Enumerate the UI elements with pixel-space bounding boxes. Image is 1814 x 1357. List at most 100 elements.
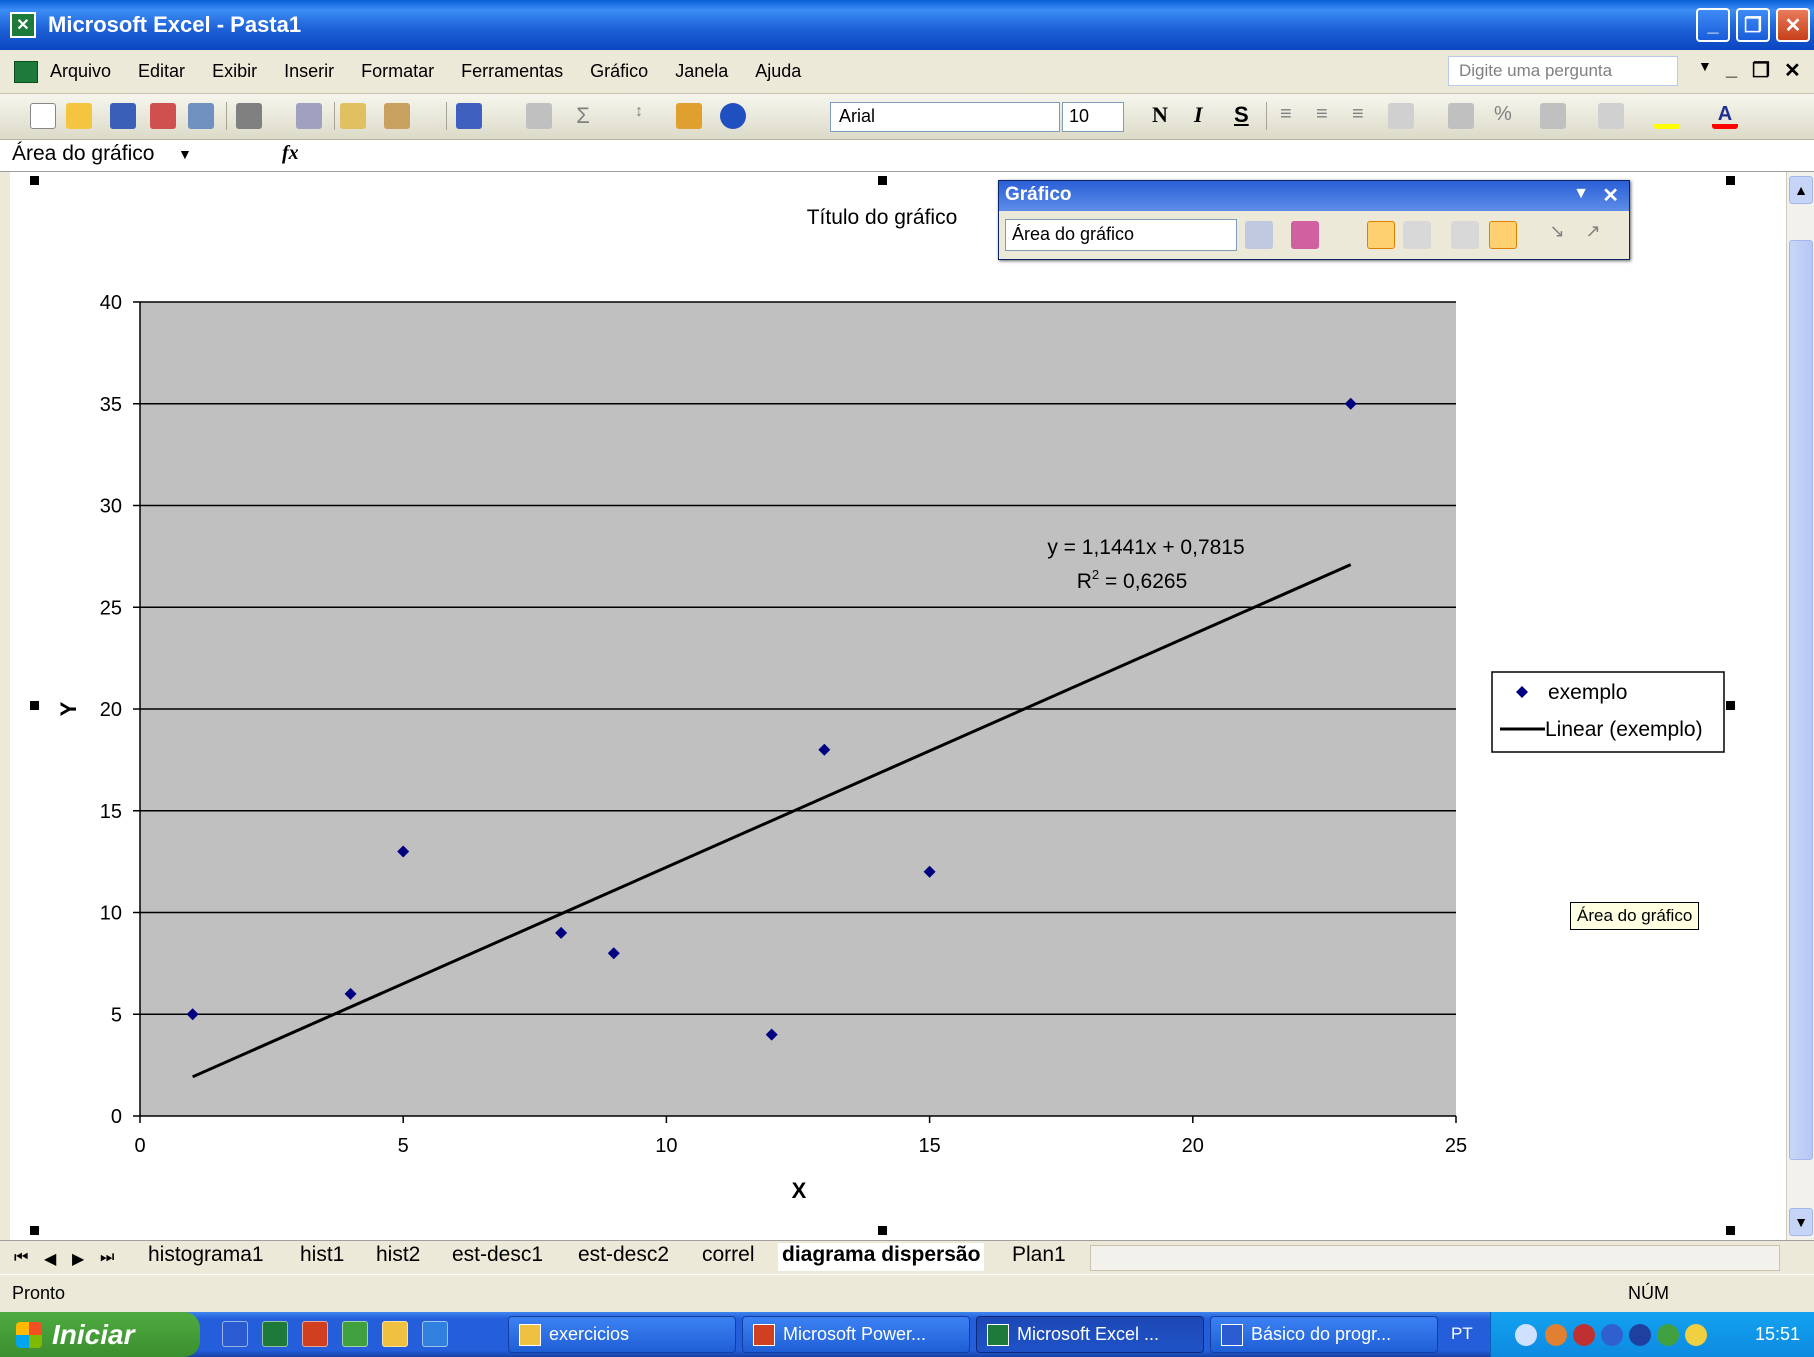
align-left-icon[interactable]: ≡ — [1280, 103, 1292, 125]
chart-toolbar-close-icon[interactable]: ✕ — [1602, 185, 1619, 207]
borders-icon[interactable] — [1598, 103, 1624, 129]
excel-quicklaunch-icon[interactable] — [262, 1321, 288, 1347]
menu-ferramentas[interactable]: Ferramentas — [461, 61, 564, 81]
tray-expand-icon[interactable] — [1515, 1324, 1537, 1346]
next-sheet-icon[interactable]: ▶ — [72, 1251, 85, 1268]
sheet-tab-diagrama-dispersao[interactable]: diagrama dispersão — [778, 1243, 985, 1271]
fx-icon[interactable]: fx — [282, 142, 299, 164]
sheet-tab-plan1[interactable]: Plan1 — [1012, 1243, 1066, 1266]
close-button[interactable]: ✕ — [1776, 8, 1810, 42]
permission-icon[interactable] — [150, 103, 176, 129]
bold-button[interactable]: N — [1152, 102, 1168, 127]
chart-type-icon[interactable] — [1291, 221, 1319, 249]
messenger-tray-icon[interactable] — [1657, 1324, 1679, 1346]
by-column-icon[interactable] — [1489, 221, 1517, 249]
italic-button[interactable]: I — [1194, 102, 1203, 127]
angle-clockwise-icon[interactable]: ↘ — [1549, 221, 1565, 241]
undo-icon[interactable] — [456, 103, 482, 129]
mdi-minimize-button[interactable]: _ — [1726, 58, 1738, 80]
selection-handle[interactable] — [30, 1226, 39, 1235]
merge-icon[interactable] — [1388, 103, 1414, 129]
paste-icon[interactable] — [384, 103, 410, 129]
scroll-up-icon[interactable]: ▲ — [1789, 176, 1813, 204]
percent-icon[interactable]: % — [1494, 103, 1512, 125]
selection-handle[interactable] — [878, 1226, 887, 1235]
font-color-icon[interactable]: A — [1712, 103, 1738, 129]
chart-wizard-icon[interactable] — [676, 103, 702, 129]
chart-toolbar[interactable]: Gráfico ▼ ✕ Área do gráfico ↘ ↗ — [998, 180, 1630, 260]
sheet-tab-est-desc1[interactable]: est-desc1 — [452, 1243, 544, 1266]
new-icon[interactable] — [30, 103, 56, 129]
menu-formatar[interactable]: Formatar — [361, 61, 435, 81]
sort-icon[interactable]: ↕ — [635, 103, 643, 120]
sheet-tab-hist2[interactable]: hist2 — [376, 1243, 421, 1266]
scroll-down-icon[interactable]: ▼ — [1789, 1208, 1813, 1236]
save-icon[interactable] — [110, 103, 136, 129]
angle-counterclockwise-icon[interactable]: ↗ — [1585, 221, 1601, 241]
data-table-icon[interactable] — [1403, 221, 1431, 249]
sheet-tab-histograma1[interactable]: histograma1 — [148, 1243, 264, 1266]
selection-handle[interactable] — [30, 176, 39, 185]
explorer-quicklaunch-icon[interactable] — [382, 1321, 408, 1347]
network-icon[interactable] — [1545, 1324, 1567, 1346]
scroll-thumb[interactable] — [1789, 240, 1813, 1160]
legend-entry-trendline[interactable]: Linear (exemplo) — [1545, 718, 1703, 741]
security-icon[interactable] — [1573, 1324, 1595, 1346]
mdi-restore-button[interactable]: ❐ — [1752, 60, 1770, 82]
help-icon[interactable] — [720, 103, 746, 129]
menu-janela[interactable]: Janela — [675, 61, 729, 81]
prev-sheet-icon[interactable]: ◀ — [44, 1251, 57, 1268]
vertical-scrollbar[interactable]: ▲ ▼ — [1786, 172, 1814, 1240]
open-icon[interactable] — [66, 103, 92, 129]
chart-toolbar-header[interactable]: Gráfico ▼ ✕ — [999, 181, 1629, 211]
print-icon[interactable] — [236, 103, 262, 129]
align-right-icon[interactable]: ≡ — [1352, 103, 1364, 125]
indent-icon[interactable] — [1540, 103, 1566, 129]
sheet-tab-correl[interactable]: correl — [702, 1243, 755, 1266]
task-exercicios[interactable]: exercicios — [508, 1316, 736, 1353]
update-icon[interactable] — [1629, 1324, 1651, 1346]
word-quicklaunch-icon[interactable] — [222, 1321, 248, 1347]
legend[interactable] — [1491, 671, 1725, 753]
mdi-close-button[interactable]: ✕ — [1784, 60, 1801, 82]
autosum-icon[interactable]: Σ — [576, 103, 590, 128]
first-sheet-icon[interactable]: ⏮ — [14, 1249, 29, 1266]
fill-color-icon[interactable] — [1654, 103, 1680, 129]
sheet-tab-est-desc2[interactable]: est-desc2 — [578, 1243, 670, 1266]
legend-icon[interactable] — [1367, 221, 1395, 249]
task-powerpoint[interactable]: Microsoft Power... — [742, 1316, 970, 1353]
menu-grafico[interactable]: Gráfico — [590, 61, 649, 81]
menu-editar[interactable]: Editar — [138, 61, 186, 81]
ie-tray-icon[interactable] — [1601, 1324, 1623, 1346]
trendline-r2[interactable]: R2 = 0,6265 — [1077, 567, 1188, 593]
workbook-icon[interactable] — [14, 60, 38, 83]
name-box[interactable]: Área do gráfico — [12, 142, 155, 165]
chart[interactable]: 0 5 10 15 20 25 30 35 40 0 5 10 15 20 25 Título do grá… — [10, 172, 1786, 1240]
selection-handle[interactable] — [1726, 1226, 1735, 1235]
powerpoint-quicklaunch-icon[interactable] — [302, 1321, 328, 1347]
task-excel[interactable]: Microsoft Excel ... — [976, 1316, 1204, 1353]
volume-icon[interactable] — [1685, 1324, 1707, 1346]
preview-icon[interactable] — [296, 103, 322, 129]
font-size-select[interactable]: 10 — [1062, 102, 1124, 132]
menu-exibir[interactable]: Exibir — [212, 61, 258, 81]
name-box-dropdown-icon[interactable]: ▼ — [178, 146, 192, 162]
legend-entry-series[interactable]: exemplo — [1548, 681, 1627, 704]
trendline-equation[interactable]: y = 1,1441x + 0,7815 — [1047, 536, 1244, 559]
menu-ajuda[interactable]: Ajuda — [755, 61, 802, 81]
chart-object-select[interactable]: Área do gráfico — [1005, 219, 1237, 251]
y-axis-label[interactable]: Y — [56, 701, 81, 716]
underline-button[interactable]: S — [1234, 102, 1249, 127]
selection-handle[interactable] — [1726, 176, 1735, 185]
x-axis-label[interactable]: X — [792, 1178, 807, 1203]
messenger-quicklaunch-icon[interactable] — [342, 1321, 368, 1347]
email-icon[interactable] — [188, 103, 214, 129]
ie-quicklaunch-icon[interactable] — [422, 1321, 448, 1347]
question-dropdown-icon[interactable]: ▼ — [1698, 58, 1712, 74]
currency-icon[interactable] — [1448, 103, 1474, 129]
selection-handle[interactable] — [878, 176, 887, 185]
horizontal-scrollbar[interactable] — [1090, 1245, 1780, 1271]
copy-icon[interactable] — [340, 103, 366, 129]
hyperlink-icon[interactable] — [526, 103, 552, 129]
last-sheet-icon[interactable]: ⏭ — [100, 1249, 115, 1266]
